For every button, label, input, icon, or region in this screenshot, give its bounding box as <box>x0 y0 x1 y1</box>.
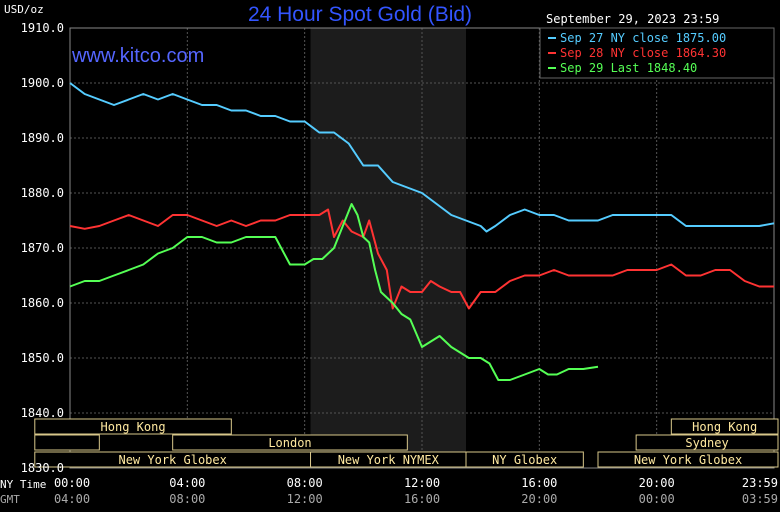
session-label: New York NYMEX <box>338 453 440 467</box>
session-label: Sydney <box>685 436 728 450</box>
session-label: New York Globex <box>118 453 226 467</box>
x-axis-gmt-label: GMT <box>0 493 20 506</box>
series-line-1 <box>69 82 775 233</box>
session-rect <box>635 434 779 451</box>
legend-entry: Sep 27 NY close 1875.00 <box>560 31 726 45</box>
y-tick-label: 1830.0 <box>21 461 64 475</box>
x-tick-label-gmt: 16:00 <box>404 492 440 506</box>
y-tick-label: 1890.0 <box>21 131 64 145</box>
trading-sessions: Hong Kong Hong Kong London Sydney New York G… <box>34 418 779 468</box>
nymex-shaded-region <box>310 28 466 468</box>
series-line-2 <box>69 208 774 310</box>
y-tick-label: 1880.0 <box>21 186 64 200</box>
session-label: London <box>268 436 311 450</box>
y-tick-label: 1860.0 <box>21 296 64 310</box>
x-tick-label-gmt: 04:00 <box>54 492 90 506</box>
session-box: New York Globex <box>34 451 312 468</box>
y-tick-label: 1870.0 <box>21 241 64 255</box>
session-box: New York Globex <box>597 451 779 468</box>
session-box: Hong Kong <box>670 418 779 435</box>
y-tick-label: 1910.0 <box>21 21 64 35</box>
session-rect <box>465 451 584 468</box>
x-tick-label-gmt: 00:00 <box>639 492 675 506</box>
session-rect <box>172 434 408 451</box>
session-rect <box>34 418 232 435</box>
legend-entry: Sep 29 Last 1848.40 <box>560 61 697 75</box>
plot-border <box>69 27 775 469</box>
session-box: Hong Kong <box>34 418 232 435</box>
session-box <box>34 434 100 451</box>
session-label: Hong Kong <box>101 420 166 434</box>
x-tick-label-gmt: 08:00 <box>169 492 205 506</box>
series-lines <box>69 82 775 381</box>
session-rect <box>34 434 100 451</box>
chart-title: 24 Hour Spot Gold (Bid) <box>248 3 472 26</box>
nymex-shade <box>310 28 466 468</box>
session-rect <box>597 451 779 468</box>
y-tick-label: 1850.0 <box>21 351 64 365</box>
legend-box <box>539 27 775 79</box>
x-tick-label-ny: 08:00 <box>287 476 323 490</box>
x-tick-label-ny: 12:00 <box>404 476 440 490</box>
session-label: Hong Kong <box>692 420 757 434</box>
legend-series-name: Sep 28 NY close <box>560 46 676 60</box>
y-tick-label: 1840.0 <box>21 406 64 420</box>
session-label: New York Globex <box>634 453 742 467</box>
session-rect <box>670 418 779 435</box>
session-box: New York NYMEX <box>310 451 467 468</box>
currency-label: USD/oz <box>4 3 44 16</box>
legend-series-value: 1875.00 <box>676 31 727 45</box>
session-box: London <box>172 434 408 451</box>
session-box: Sydney <box>635 434 779 451</box>
timestamp: September 29, 2023 23:59 <box>546 12 719 26</box>
legend-series-value: 1848.40 <box>647 61 698 75</box>
legend-entry: Sep 28 NY close 1864.30 <box>560 46 726 60</box>
x-tick-label-ny: 16:00 <box>521 476 557 490</box>
x-tick-label-ny: 20:00 <box>639 476 675 490</box>
legend-series-name: Sep 29 Last <box>560 61 647 75</box>
grid <box>69 27 775 469</box>
session-label: NY Globex <box>492 453 557 467</box>
y-axis-ticks: 1910.0 1900.0 1890.0 1880.0 1870.0 1860.0 1850… <box>21 21 64 475</box>
legend-series-value: 1864.30 <box>676 46 727 60</box>
series-line-3 <box>69 203 599 381</box>
x-tick-label-gmt: 20:00 <box>521 492 557 506</box>
legend-series-name: Sep 27 NY close <box>560 31 676 45</box>
y-tick-label: 1900.0 <box>21 76 64 90</box>
session-box: NY Globex <box>465 451 584 468</box>
website-label: www.kitco.com <box>71 45 204 67</box>
x-tick-label-ny: 23:59 <box>742 476 778 490</box>
x-tick-label-ny: 04:00 <box>169 476 205 490</box>
x-tick-label-gmt: 03:59 <box>742 492 778 506</box>
x-tick-label-gmt: 12:00 <box>287 492 323 506</box>
x-axis-ny-label: NY Time <box>0 478 46 491</box>
x-tick-label-ny: 00:00 <box>54 476 90 490</box>
x-axis-ticks: 00:00 04:00 04:00 08:00 08:00 12:00 12:00 16:00… <box>54 476 778 506</box>
